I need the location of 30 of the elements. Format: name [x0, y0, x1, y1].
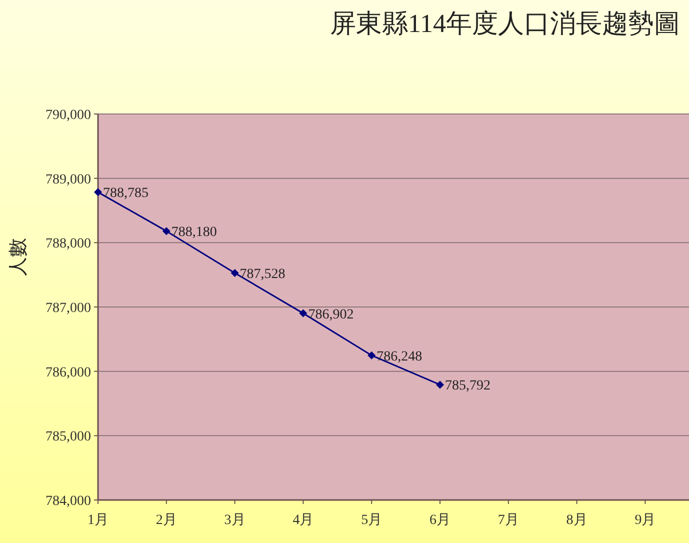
y-tick-label: 784,000: [46, 494, 91, 509]
data-label: 786,248: [376, 349, 422, 364]
x-tick-label: 8月: [566, 513, 588, 528]
y-tick-label: 786,000: [46, 365, 91, 380]
x-tick-label: 7月: [498, 513, 519, 528]
data-label: 786,902: [308, 307, 354, 322]
data-label: 785,792: [445, 378, 490, 394]
data-label: 788,180: [171, 225, 217, 240]
point: [436, 380, 444, 389]
point: [94, 188, 102, 196]
x-tick-label: 3月: [224, 513, 246, 528]
x-tick-label: 5月: [361, 513, 382, 528]
point: [299, 309, 308, 318]
y-axis-title: 人數: [8, 238, 29, 276]
x-tick-label: 2月: [156, 513, 177, 528]
x-tick-label: 9月: [634, 513, 656, 528]
y-tick-label: 785,000: [46, 430, 91, 445]
x-tick-label: 6月: [430, 513, 450, 528]
data-label: 787,528: [240, 267, 286, 282]
data-label: 788,785: [103, 186, 148, 202]
y-tick-label: 787,000: [46, 301, 91, 316]
y-tick-label: 790,000: [46, 108, 91, 123]
chart-title: 屏東縣114年度人口消長趨勢圖: [330, 9, 680, 38]
y-tick-label: 789,000: [46, 172, 91, 188]
y-tick-label: 788,000: [46, 236, 91, 252]
x-tick-label: 4月: [292, 513, 314, 528]
point: [162, 227, 170, 236]
point: [368, 351, 376, 360]
point: [230, 269, 239, 278]
x-tick-label: 1月: [88, 513, 108, 528]
